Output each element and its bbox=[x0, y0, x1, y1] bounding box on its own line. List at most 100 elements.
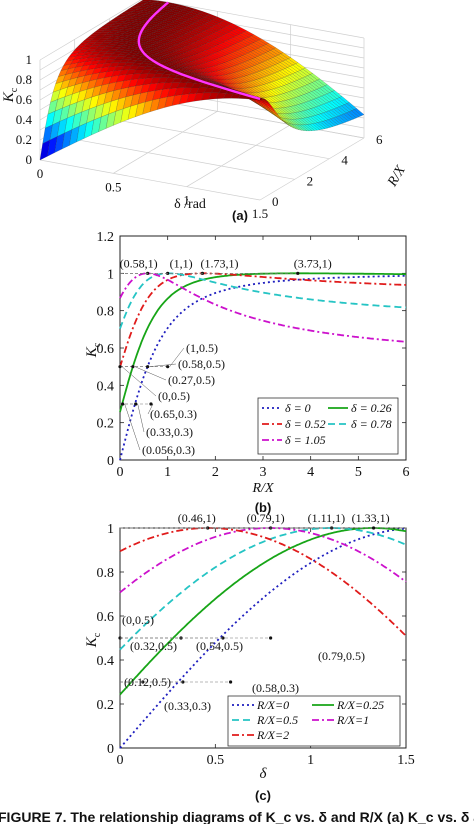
x-tick-label: 3 bbox=[260, 465, 267, 480]
x-tick-label: 0.5 bbox=[105, 179, 121, 194]
figure-caption: FIGURE 7. The relationship diagrams of K… bbox=[0, 809, 474, 824]
grid-line bbox=[113, 111, 218, 174]
point-label: (0.54,0.5) bbox=[196, 639, 243, 653]
grid-line bbox=[74, 138, 295, 180]
peak-label: (3.73,1) bbox=[294, 256, 332, 270]
y-tick-label: 0.8 bbox=[97, 305, 115, 320]
leader-line bbox=[149, 363, 177, 367]
x-tick-label: 6 bbox=[403, 465, 410, 480]
peak-label: (1.33,1) bbox=[352, 511, 390, 525]
legend-label: δ = 0.52 bbox=[285, 417, 326, 431]
peak-marker bbox=[371, 526, 376, 530]
point-label: (0.58,0.5) bbox=[178, 357, 225, 371]
grid-line bbox=[259, 137, 365, 201]
z-tick-label: 0 bbox=[26, 152, 33, 167]
legend-label: R/X=0.25 bbox=[336, 698, 384, 712]
y-tick-label: 0.2 bbox=[97, 417, 115, 432]
point-label: (0.12,0.5) bbox=[124, 675, 171, 689]
panel-label: (c) bbox=[255, 788, 271, 803]
peak-label: (1.73,1) bbox=[200, 256, 238, 270]
point-marker bbox=[146, 365, 150, 369]
x-tick-label: 1 bbox=[164, 465, 171, 480]
y-axis-title: Kc bbox=[84, 632, 103, 648]
leader-line bbox=[147, 403, 154, 415]
legend-label: R/X=0.5 bbox=[256, 713, 298, 727]
y-tick-label: 2 bbox=[307, 173, 314, 188]
grid-line bbox=[143, 97, 365, 139]
panel-b-line-chart: 0 1 2 3 4 5 6 0 0.2 0.4 0.6 0.8 1 1.2 (0.58,1) (1,1) (1.… bbox=[84, 230, 410, 515]
x-tick-label: 0 bbox=[117, 753, 124, 768]
legend-label: R/X=2 bbox=[256, 728, 289, 742]
peak-label: (0.46,1) bbox=[178, 511, 216, 525]
y-axis-title-sub: c bbox=[92, 342, 103, 347]
x-tick-label: 0.5 bbox=[207, 753, 225, 768]
peak-label: (0.79,1) bbox=[247, 511, 285, 525]
point-label: (0.79,0.5) bbox=[318, 649, 365, 663]
z-tick-label: 1 bbox=[26, 52, 33, 67]
point-label: (0.27,0.5) bbox=[168, 373, 215, 387]
y-axis-title: R/X bbox=[385, 163, 409, 190]
x-axis-title: δ bbox=[260, 766, 268, 782]
point-label: (1,0.5) bbox=[186, 341, 218, 355]
y-tick-label: 1.2 bbox=[97, 230, 115, 245]
point-label: (0.33,0.3) bbox=[164, 699, 211, 713]
legend: δ = 0 δ = 0.26 δ = 0.52 δ = 0.78 δ = 1.05 bbox=[257, 397, 399, 455]
y-tick-label: 0.4 bbox=[97, 379, 115, 394]
z-tick-label: 0.6 bbox=[16, 92, 33, 107]
peak-label: (0.58,1) bbox=[120, 256, 158, 270]
series-line bbox=[119, 272, 406, 413]
z-tick-label: 0.2 bbox=[16, 132, 32, 147]
point-label: (0.58,0.3) bbox=[252, 681, 299, 695]
series-line bbox=[119, 527, 407, 651]
point-marker bbox=[121, 402, 125, 406]
y-axis-title-text: Kc bbox=[84, 632, 103, 648]
panel-label: (a) bbox=[232, 208, 248, 223]
y-tick-label: 0.6 bbox=[97, 342, 115, 357]
leader-line bbox=[124, 403, 141, 451]
legend-label: δ = 1.05 bbox=[285, 433, 326, 447]
y-tick-label: 0 bbox=[107, 742, 114, 757]
x-tick-label: 1 bbox=[307, 753, 314, 768]
x-tick-label: 2 bbox=[212, 465, 219, 480]
z-axis-title-sub: c bbox=[9, 87, 20, 92]
x-tick-label: 1 bbox=[183, 193, 190, 208]
y-tick-label: 0 bbox=[272, 194, 279, 209]
point-marker bbox=[134, 402, 138, 406]
z-tick-label: 0.8 bbox=[16, 72, 32, 87]
y-tick-label: 1 bbox=[107, 267, 114, 282]
y-tick-label: 4 bbox=[341, 153, 348, 168]
point-marker bbox=[269, 636, 273, 640]
point-label: (0.056,0.3) bbox=[142, 443, 195, 457]
ridge-line bbox=[137, 1, 261, 101]
grid-line bbox=[109, 118, 330, 160]
series-line bbox=[119, 527, 407, 749]
leader-line bbox=[121, 366, 157, 397]
y-tick-label: 0.8 bbox=[97, 566, 115, 581]
x-tick-label: 5 bbox=[355, 465, 362, 480]
x-tick-label: 1.5 bbox=[397, 753, 415, 768]
panel-c-line-chart: 0 0.5 1 1.5 0 0.2 0.4 0.6 0.8 1 (0.46,1) (0.79,1) (1… bbox=[84, 511, 415, 803]
grid-line bbox=[186, 124, 291, 187]
series-line bbox=[119, 527, 407, 696]
point-label: (0.33,0.3) bbox=[146, 425, 193, 439]
x-tick-label: 4 bbox=[307, 465, 314, 480]
point-label: (0.65,0.3) bbox=[150, 407, 197, 421]
peak-label: (1.11,1) bbox=[308, 511, 346, 525]
point-marker bbox=[131, 365, 135, 369]
legend-label: δ = 0.26 bbox=[351, 401, 392, 415]
leader-line bbox=[169, 347, 185, 367]
legend-label: R/X=1 bbox=[336, 713, 369, 727]
x-tick-label: 1.5 bbox=[252, 206, 268, 221]
series-line bbox=[119, 527, 407, 637]
x-tick-label: 0 bbox=[117, 465, 124, 480]
y-tick-label: 0 bbox=[107, 454, 114, 469]
x-axis-title: δ /rad bbox=[174, 197, 206, 212]
x-axis-title: R/X bbox=[252, 481, 274, 496]
series-line bbox=[119, 274, 406, 461]
point-label: (0.32,0.5) bbox=[130, 639, 177, 653]
point-label: (0,0.5) bbox=[122, 613, 154, 627]
y-tick-label: 6 bbox=[376, 132, 383, 147]
legend-label: δ = 0.78 bbox=[351, 417, 392, 431]
